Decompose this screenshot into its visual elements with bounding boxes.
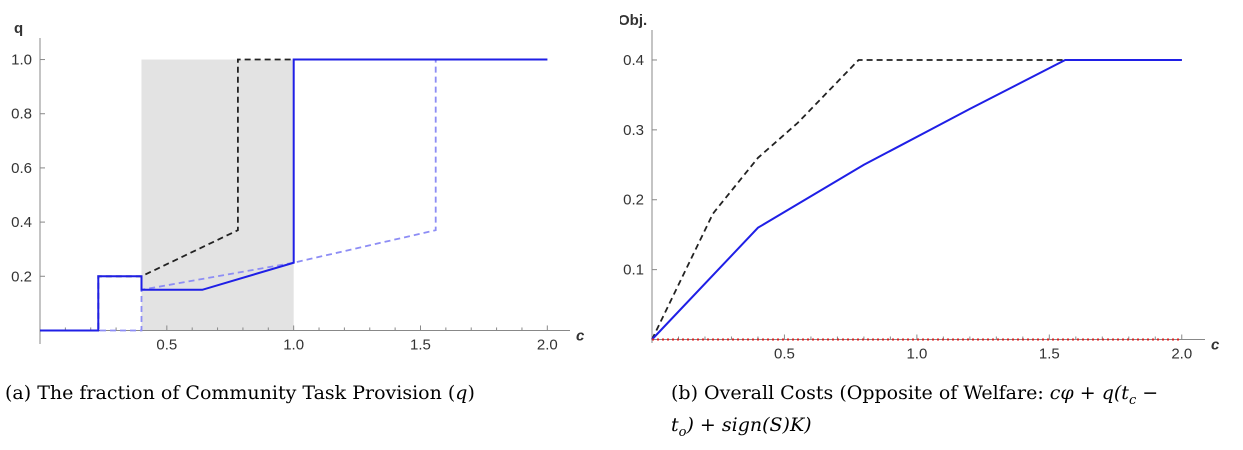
caption-a-var: q — [455, 382, 468, 404]
chart-b-svg: 0.5 1.0 1.5 2.0 0.1 0.2 0.3 0.4 Obj. c — [618, 12, 1220, 363]
y-tick-label: 0.8 — [11, 106, 32, 123]
x-tick-label: 0.5 — [774, 346, 795, 363]
caption-b: (b) Overall Costs (Opposite of Welfare: … — [671, 381, 1236, 445]
x-tick-label: 0.5 — [156, 336, 177, 353]
series-line-solid-1 — [651, 59, 1182, 341]
chart-panel-b: 0.5 1.0 1.5 2.0 0.1 0.2 0.3 0.4 Obj. c — [618, 0, 1243, 450]
caption-a-label: (a) The fraction of Community Task Provi… — [5, 382, 456, 404]
series-line-solid-2 — [40, 58, 548, 332]
x-tick-label: 1.0 — [906, 346, 927, 363]
series-line-dashed-0 — [651, 59, 1182, 340]
caption-a-close: ) — [467, 382, 475, 404]
y-tick-label: 0.1 — [623, 262, 644, 279]
y-tick-label: 0.2 — [11, 268, 32, 285]
x-tick-label: 2.0 — [537, 336, 558, 353]
caption-b-math-2: t — [671, 413, 679, 436]
caption-b-sub-1: c — [1128, 392, 1137, 408]
y-tick-label: 0.6 — [11, 160, 32, 177]
x-axis-label: c — [576, 327, 585, 344]
caption-b-end-1: − — [1136, 382, 1159, 404]
x-tick-label: 1.5 — [1039, 346, 1060, 363]
y-tick-label: 0.2 — [623, 192, 644, 209]
chart-panel-a: 0.5 1.0 1.5 2.0 0.2 0.4 0.6 0.8 1.0 q c — [0, 0, 610, 450]
chart-a-svg: 0.5 1.0 1.5 2.0 0.2 0.4 0.6 0.8 1.0 q c — [11, 20, 585, 353]
x-tick-label: 2.0 — [1171, 346, 1192, 363]
x-tick-label: 1.5 — [410, 336, 431, 353]
caption-b-text: (b) Overall Costs (Opposite of Welfare: — [671, 382, 1050, 404]
x-tick-label: 1.0 — [283, 336, 304, 353]
caption-b-sub-2: o — [678, 424, 687, 440]
caption-a: (a) The fraction of Community Task Provi… — [5, 381, 605, 406]
y-axis-label: Obj. — [620, 12, 647, 29]
y-tick-label: 0.4 — [623, 52, 644, 69]
y-tick-label: 1.0 — [11, 52, 32, 69]
y-tick-label: 0.3 — [623, 122, 644, 139]
y-tick-label: 0.4 — [11, 214, 32, 231]
caption-b-math-3: ) + sign(S)K) — [686, 413, 812, 436]
y-axis-label: q — [14, 20, 23, 37]
caption-b-math-1: cφ + q(t — [1049, 382, 1129, 404]
x-axis-label: c — [1211, 337, 1220, 354]
